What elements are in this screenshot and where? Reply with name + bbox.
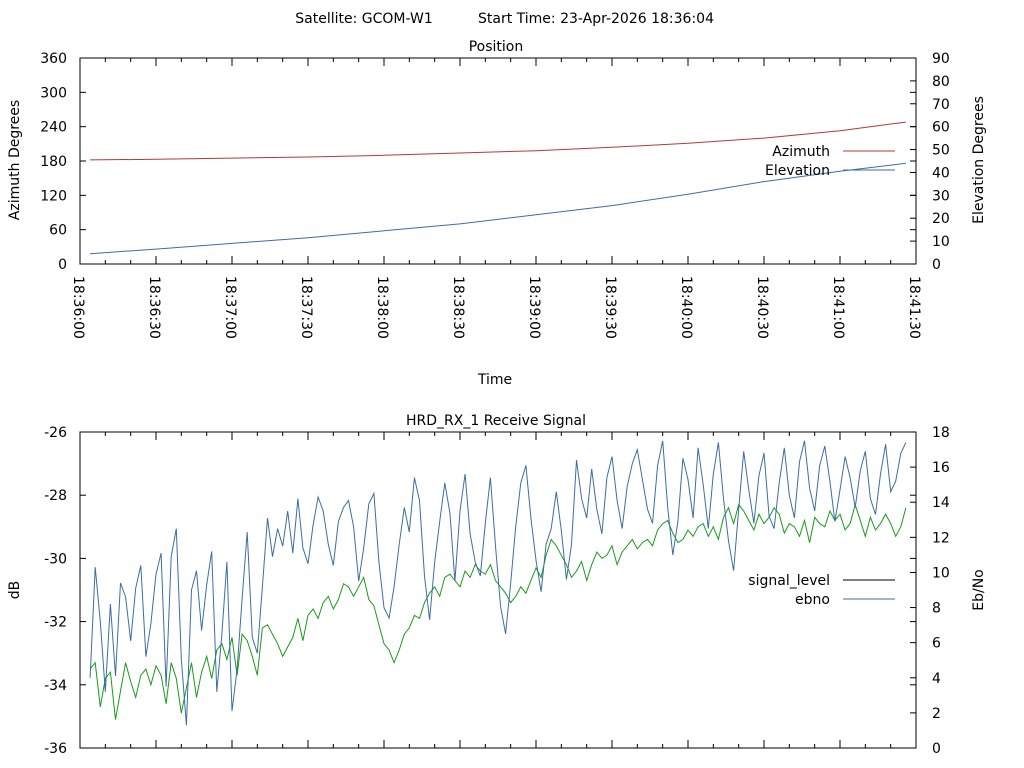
position-x-tick-label: 18:40:00	[678, 276, 694, 339]
position-series-elevation	[90, 162, 906, 255]
position-y-tick-label: 360	[40, 51, 67, 67]
satellite-label: Satellite: GCOM-W1	[295, 11, 432, 27]
signal-y2-tick-label: 6	[932, 636, 941, 652]
signal-y-axis-label: dB	[7, 581, 23, 600]
position-x-tick-label: 18:36:00	[70, 276, 86, 339]
position-y-tick-label: 240	[40, 120, 67, 136]
signal-y2-tick-label: 0	[932, 741, 941, 757]
position-x-tick-label: 18:38:00	[374, 276, 390, 339]
position-series-azimuth	[90, 121, 906, 161]
signal-y2-tick-label: 8	[932, 601, 941, 617]
signal-legend-label-signal-level: signal_level	[748, 573, 830, 589]
position-y-tick-label: 60	[49, 223, 67, 239]
position-y2-tick-label: 90	[932, 51, 950, 67]
signal-y-tick-label: -32	[44, 615, 67, 631]
receive-signal-chart-title: HRD_RX_1 Receive Signal	[406, 413, 586, 429]
position-y2-tick-label: 80	[932, 74, 950, 90]
signal-series-signal-level	[89, 502, 907, 720]
position-legend-label-azimuth: Azimuth	[772, 144, 830, 160]
position-x-tick-label: 18:38:30	[450, 276, 466, 339]
position-y2-tick-label: 40	[932, 165, 950, 181]
signal-y-tick-label: -34	[44, 678, 67, 694]
start-time-label: Start Time: 23-Apr-2026 18:36:04	[478, 11, 714, 27]
position-x-tick-label: 18:40:30	[754, 276, 770, 339]
position-plot-frame	[79, 57, 917, 265]
position-y2-tick-label: 60	[932, 120, 950, 136]
signal-y-tick-label: -28	[44, 488, 67, 504]
position-y-tick-label: 300	[40, 85, 67, 101]
signal-y2-tick-label: 16	[932, 460, 950, 476]
signal-plot-frame	[79, 431, 917, 749]
position-x-tick-label: 18:39:30	[602, 276, 618, 339]
signal-legend-label-ebno: ebno	[795, 592, 830, 608]
signal-y-tick-label: -26	[44, 425, 67, 441]
position-y2-tick-label: 30	[932, 188, 950, 204]
position-chart: Position Azimuth Degrees Elevation Degre…	[7, 39, 987, 388]
signal-y2-tick-label: 14	[932, 495, 950, 511]
position-legend-label-elevation: Elevation	[765, 163, 830, 179]
receive-signal-chart: HRD_RX_1 Receive Signal dB Eb/No -36 -34 -…	[7, 413, 987, 757]
signal-y2-axis-label: Eb/No	[971, 569, 987, 611]
position-x-tick-label: 18:37:00	[222, 276, 238, 339]
position-x-tick-label: 18:36:30	[146, 276, 162, 339]
signal-y-tick-label: -30	[44, 551, 67, 567]
position-y-tick-label: 0	[58, 257, 67, 273]
signal-y2-tick-label: 2	[932, 706, 941, 722]
signal-y-tick-label: -36	[44, 741, 67, 757]
signal-y2-tick-label: 12	[932, 530, 950, 546]
signal-series-ebno	[89, 440, 907, 726]
signal-y2-tick-label: 10	[932, 565, 950, 581]
position-y-tick-label: 120	[40, 188, 67, 204]
position-x-tick-label: 18:41:00	[830, 276, 846, 339]
position-x-tick-label: 18:37:30	[298, 276, 314, 339]
position-chart-title: Position	[469, 39, 524, 55]
signal-y2-tick-label: 4	[932, 671, 941, 687]
position-y-axis-label: Azimuth Degrees	[7, 100, 23, 220]
position-y2-tick-label: 10	[932, 234, 950, 250]
position-y2-axis-label: Elevation Degrees	[971, 96, 987, 224]
position-y2-tick-label: 0	[932, 257, 941, 273]
position-y2-tick-label: 70	[932, 97, 950, 113]
position-y2-tick-label: 20	[932, 211, 950, 227]
position-y-tick-label: 180	[40, 154, 67, 170]
signal-y2-tick-label: 18	[932, 425, 950, 441]
position-x-axis-label: Time	[477, 372, 512, 388]
position-x-tick-label: 18:41:30	[906, 276, 922, 339]
position-y2-tick-label: 50	[932, 143, 950, 159]
position-x-tick-label: 18:39:00	[526, 276, 542, 339]
